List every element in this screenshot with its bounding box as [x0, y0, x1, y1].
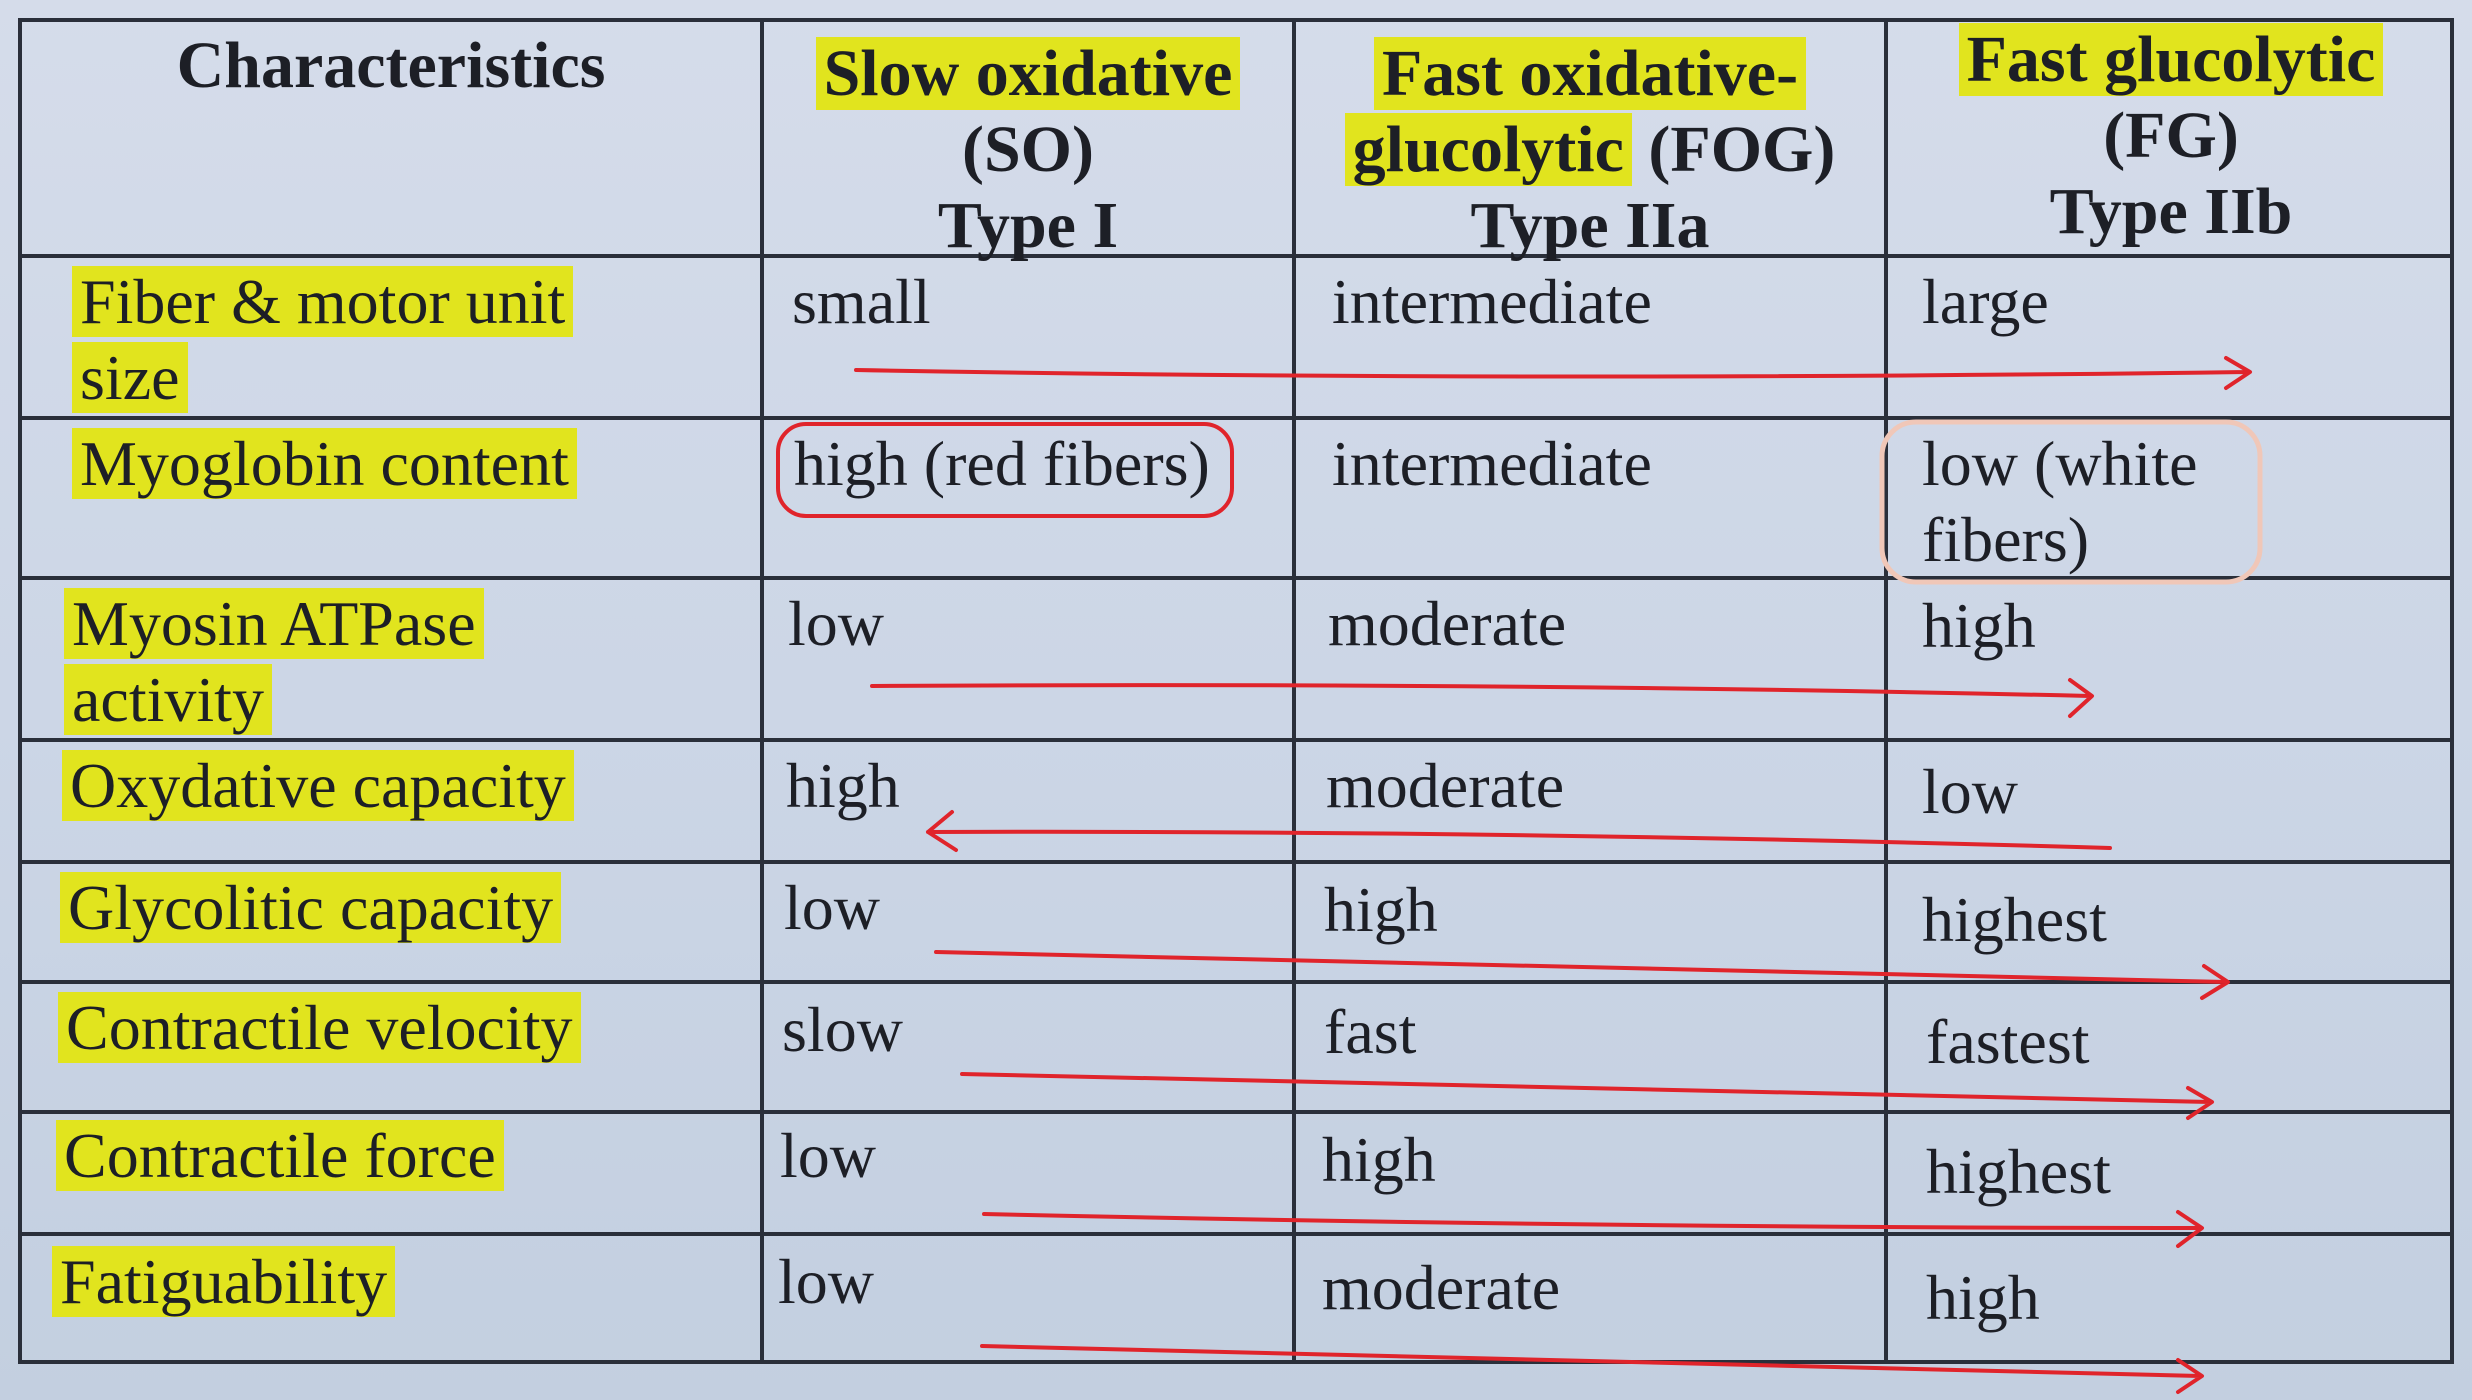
cell-so: high (red fibers): [794, 428, 1210, 499]
cell-fg: high: [1922, 590, 2036, 661]
row-label-contractile-force: Contractile force: [56, 1118, 504, 1194]
cell-fg: fastest: [1926, 1006, 2090, 1077]
header-fg-line1: Fast glucolytic: [1958, 23, 2384, 96]
column-divider: [760, 22, 764, 1360]
cell-fog: high: [1324, 874, 1438, 945]
cell-so: low: [784, 872, 880, 943]
cell-fg: low (white fibers): [1922, 428, 2198, 575]
row-divider: [22, 416, 2450, 420]
row-label-fatiguability: Fatiguability: [52, 1244, 396, 1320]
cell-so: slow: [782, 994, 903, 1065]
cell-fog: fast: [1324, 996, 1417, 1067]
cell-fg: highest: [1922, 884, 2107, 955]
cell-fg: large: [1922, 266, 2049, 337]
header-fast-glucolytic: Fast glucolytic (FG) Type IIb: [1888, 22, 2454, 250]
cell-so: low: [778, 1246, 874, 1317]
row-divider: [22, 254, 2450, 258]
cell-fog: moderate: [1328, 588, 1567, 659]
header-fg-line2: (FG): [2103, 99, 2239, 172]
header-so-line1: Slow oxidative: [815, 37, 1241, 110]
row-divider: [22, 576, 2450, 580]
header-fg-line3: Type IIb: [2049, 175, 2293, 248]
row-label-fiber-size: Fiber & motor unit size: [72, 264, 574, 416]
header-slow-oxidative: Slow oxidative (SO) Type I: [764, 36, 1292, 264]
cell-so: low: [780, 1120, 876, 1191]
header-fast-oxidative-glucolytic: Fast oxidative- glucolytic (FOG) Type II…: [1296, 36, 1884, 264]
header-fog-line2a: glucolytic: [1344, 113, 1632, 186]
row-label-glycolitic: Glycolitic capacity: [60, 870, 562, 946]
row-label-myosin-atpase: Myosin ATPase activity: [64, 586, 484, 738]
header-fog-line3: Type IIa: [1470, 189, 1710, 262]
cell-fog: moderate: [1322, 1252, 1561, 1323]
cell-so: high: [786, 750, 900, 821]
header-fog-line1: Fast oxidative-: [1373, 37, 1807, 110]
row-divider: [22, 1232, 2450, 1236]
header-so-line2: (SO): [962, 113, 1094, 186]
row-divider: [22, 1110, 2450, 1114]
cell-fog: high: [1322, 1124, 1436, 1195]
cell-fog: intermediate: [1332, 428, 1652, 499]
cell-fog: intermediate: [1332, 266, 1652, 337]
header-so-line3: Type I: [937, 189, 1119, 262]
row-label-myoglobin: Myoglobin content: [72, 426, 577, 502]
cell-so: small: [792, 266, 931, 337]
header-fog-line2b: (FOG): [1631, 113, 1836, 186]
cell-fg: highest: [1926, 1136, 2111, 1207]
muscle-fiber-table: Characteristics Slow oxidative (SO) Type…: [18, 18, 2454, 1364]
cell-fog: moderate: [1326, 750, 1565, 821]
cell-fg: low: [1922, 756, 2018, 827]
header-characteristics: Characteristics: [176, 29, 606, 102]
row-label-oxydative: Oxydative capacity: [62, 748, 574, 824]
row-divider: [22, 860, 2450, 864]
cell-so: low: [788, 588, 884, 659]
row-divider: [22, 980, 2450, 984]
row-label-contractile-velocity: Contractile velocity: [58, 990, 581, 1066]
cell-fg: high: [1926, 1262, 2040, 1333]
row-divider: [22, 738, 2450, 742]
